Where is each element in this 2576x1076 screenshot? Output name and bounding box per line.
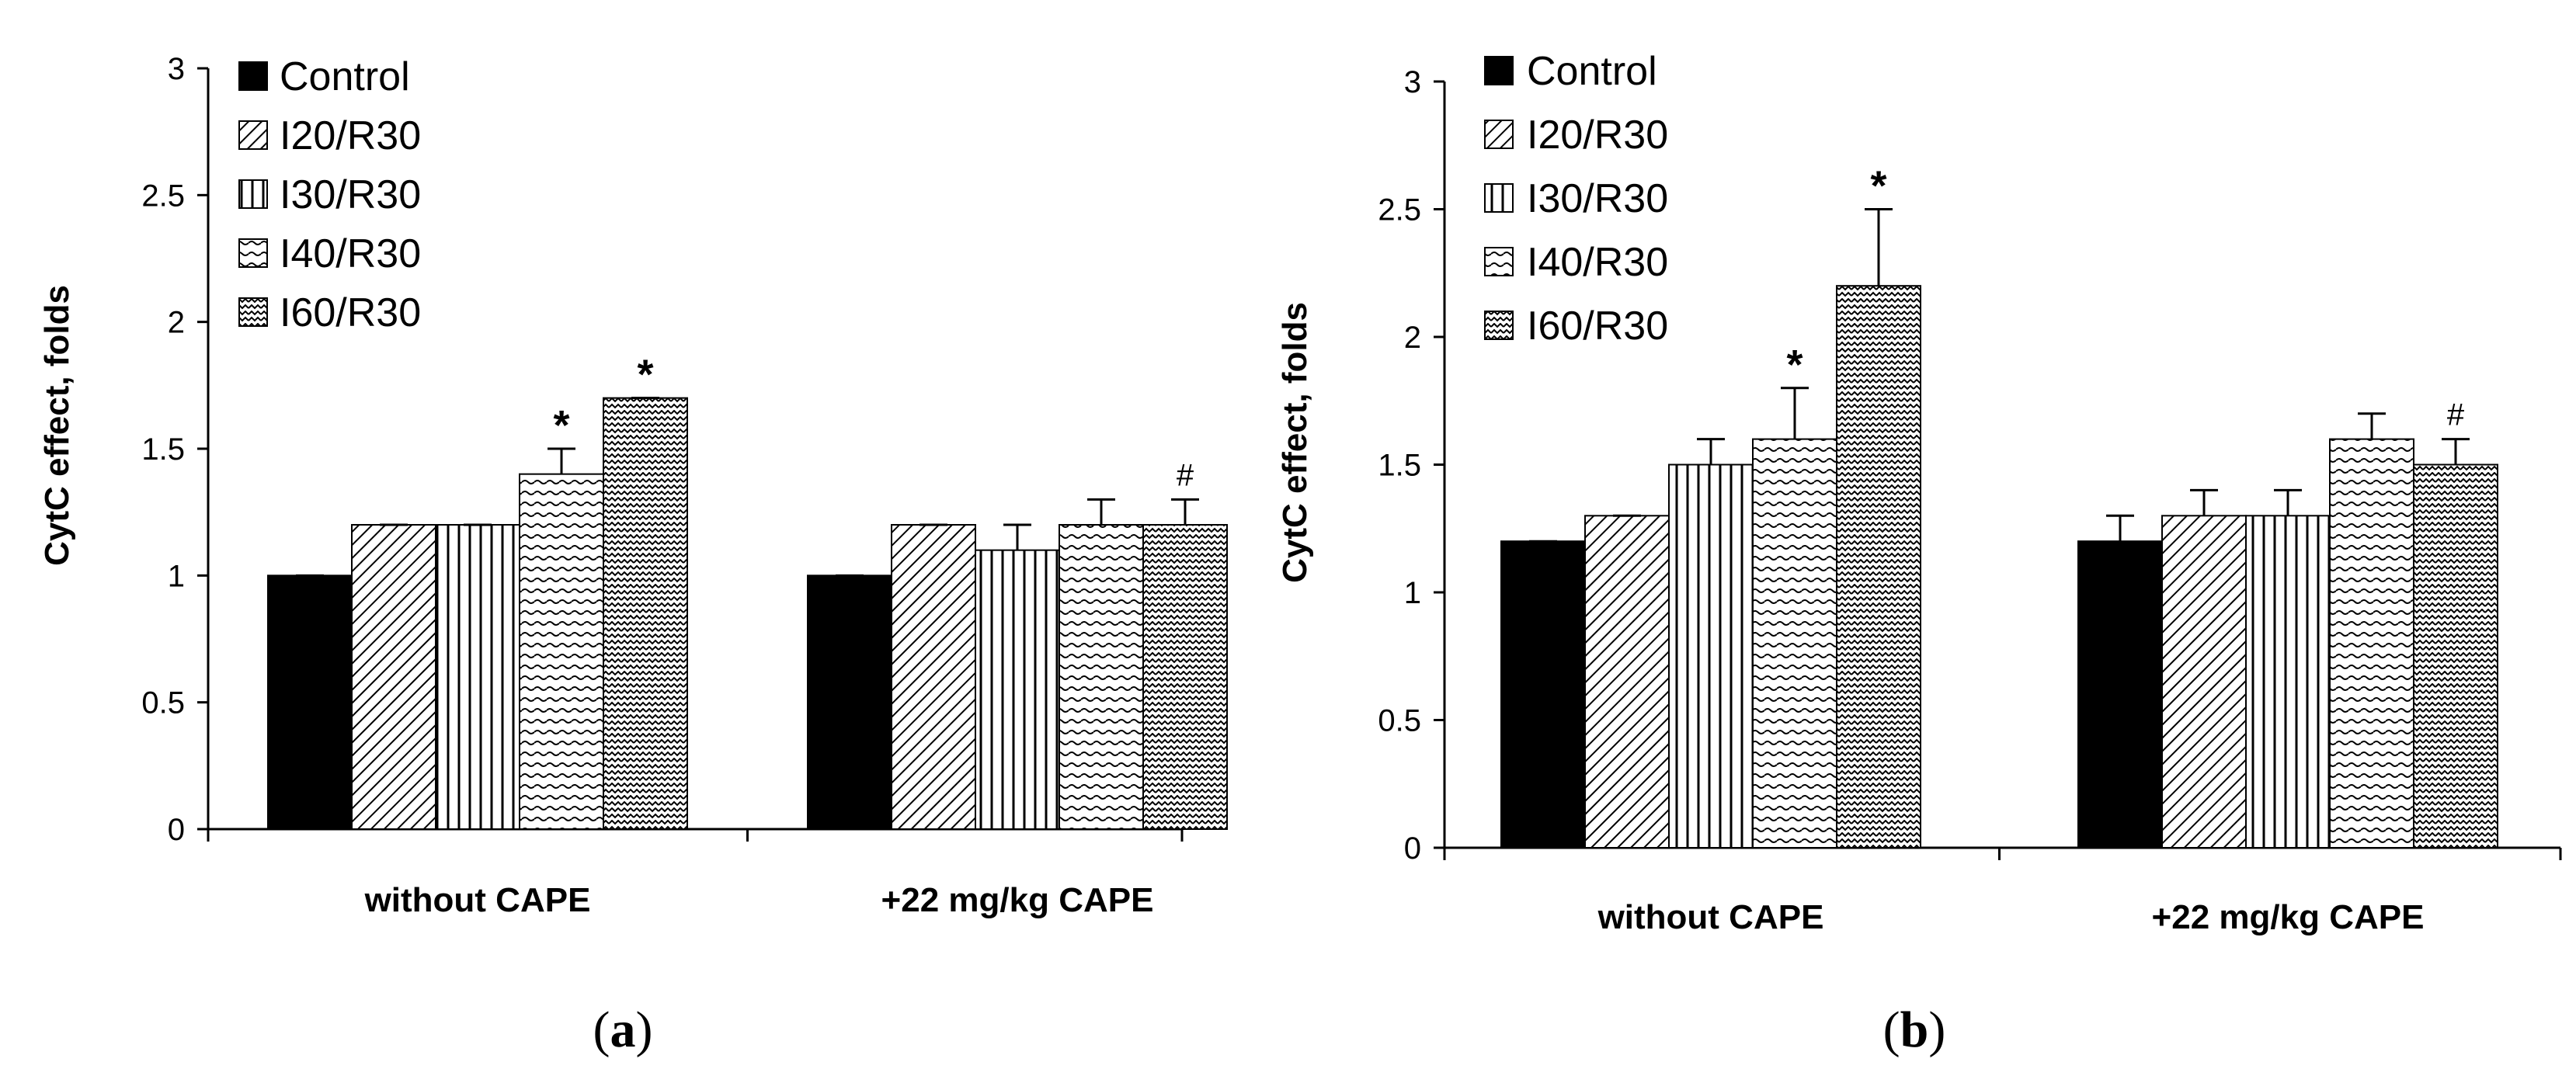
legend-label: I20/R30 bbox=[1527, 113, 1668, 158]
bar bbox=[2077, 540, 2163, 849]
legend-label: I60/R30 bbox=[1527, 304, 1668, 349]
bar bbox=[435, 524, 520, 830]
significance-marker: * bbox=[1870, 163, 1886, 210]
bar bbox=[1752, 438, 1837, 849]
panel-label-a: (a) bbox=[593, 1001, 653, 1058]
bar bbox=[2329, 438, 2414, 849]
legend-swatch bbox=[238, 61, 268, 91]
legend-swatch bbox=[1484, 311, 1514, 340]
bar bbox=[1584, 515, 1670, 849]
y-tick-label: 2.5 bbox=[141, 179, 185, 213]
bar bbox=[891, 524, 976, 830]
legend-swatch bbox=[238, 297, 268, 327]
legend-swatch bbox=[238, 238, 268, 268]
y-tick-label: 0 bbox=[1404, 831, 1421, 866]
y-tick-label: 0.5 bbox=[1378, 704, 1421, 738]
legend-swatch bbox=[238, 120, 268, 150]
legend-label: I40/R30 bbox=[280, 231, 421, 276]
category-label: +22 mg/kg CAPE bbox=[881, 881, 1154, 919]
y-tick-label: 0 bbox=[168, 813, 185, 847]
y-tick-label: 1.5 bbox=[1378, 449, 1421, 483]
legend: Control I20/R30 I30/R30 I40/R30 I60/R30 bbox=[238, 54, 421, 335]
legend-label: Control bbox=[1527, 49, 1657, 94]
y-axis-label: CytC effect, folds bbox=[38, 285, 76, 566]
panel-letter: b bbox=[1900, 1001, 1929, 1058]
legend-label: I30/R30 bbox=[280, 172, 421, 217]
y-tick-label: 1 bbox=[168, 559, 185, 593]
bar bbox=[1500, 540, 1586, 849]
legend: Control I20/R30 I30/R30 I40/R30 I60/R30 bbox=[1484, 49, 1668, 349]
significance-marker: # bbox=[1177, 458, 1194, 492]
bar bbox=[2161, 515, 2247, 849]
bar-group: * * # bbox=[1500, 163, 2498, 849]
legend-label: I40/R30 bbox=[1527, 240, 1668, 285]
bar bbox=[1142, 524, 1228, 830]
category-label: +22 mg/kg CAPE bbox=[2152, 898, 2425, 936]
legend-swatch bbox=[1484, 56, 1514, 85]
category-labels: without CAPE +22 mg/kg CAPE bbox=[364, 881, 1154, 919]
bar bbox=[1836, 285, 1921, 849]
bar bbox=[267, 574, 353, 830]
bar bbox=[2245, 515, 2331, 849]
y-tick-label: 3 bbox=[168, 52, 185, 86]
legend-swatch bbox=[1484, 120, 1514, 149]
y-tick-label: 2.5 bbox=[1378, 193, 1421, 227]
y-tick-label: 2 bbox=[168, 306, 185, 340]
legend-label: I60/R30 bbox=[280, 290, 421, 335]
bar bbox=[351, 524, 436, 830]
category-label: without CAPE bbox=[364, 881, 591, 919]
chart-panel-b: CytC effect, folds 0 0.5 1 1.5 2 2.5 3 * * # wit… bbox=[1276, 49, 2562, 1058]
legend-swatch bbox=[238, 179, 268, 209]
significance-marker: # bbox=[2447, 398, 2465, 432]
significance-marker: * bbox=[1786, 342, 1803, 388]
bar bbox=[975, 549, 1060, 831]
bar bbox=[2413, 463, 2498, 849]
legend-label: I30/R30 bbox=[1527, 176, 1668, 221]
legend-swatch bbox=[1484, 247, 1514, 276]
y-tick-label: 3 bbox=[1404, 65, 1421, 99]
panel-label-b: (b) bbox=[1883, 1001, 1946, 1058]
bar-group: * * # bbox=[267, 352, 1228, 831]
y-tick-label: 1.5 bbox=[141, 432, 185, 467]
bar bbox=[807, 574, 892, 830]
bar bbox=[603, 397, 688, 830]
legend-label: Control bbox=[280, 54, 410, 99]
legend-swatch bbox=[1484, 183, 1514, 213]
category-labels: without CAPE +22 mg/kg CAPE bbox=[1597, 898, 2425, 936]
y-tick-label: 0.5 bbox=[141, 686, 185, 720]
bar bbox=[1668, 463, 1754, 849]
y-tick-label: 2 bbox=[1404, 321, 1421, 355]
significance-marker: * bbox=[553, 402, 569, 449]
y-axis-label: CytC effect, folds bbox=[1276, 302, 1314, 583]
legend-label: I20/R30 bbox=[280, 113, 421, 158]
category-label: without CAPE bbox=[1597, 898, 1824, 936]
chart-panel-a: CytC effect, folds 0 0.5 1 1.5 2 2.5 3 * * # wit… bbox=[38, 52, 1228, 1058]
bar bbox=[1059, 524, 1144, 830]
significance-marker: * bbox=[637, 352, 653, 398]
bar bbox=[519, 473, 604, 831]
panel-letter: a bbox=[610, 1001, 636, 1058]
y-tick-label: 1 bbox=[1404, 576, 1421, 610]
